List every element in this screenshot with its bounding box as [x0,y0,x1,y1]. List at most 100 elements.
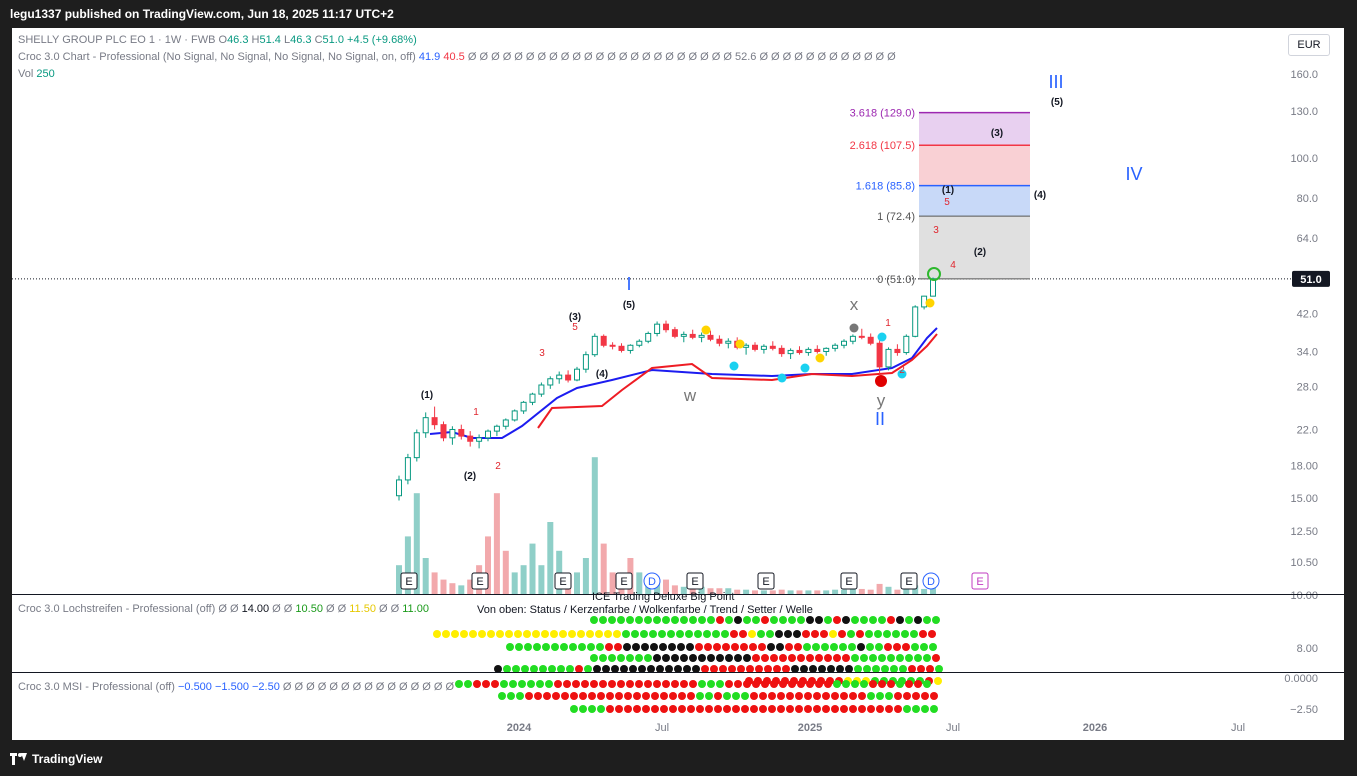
lochstreifen-dot [631,630,639,638]
lochstreifen-dot [829,630,837,638]
signal-dot [925,298,935,308]
wave-label-sub: (2) [974,247,986,258]
candle-body [467,435,474,442]
msi-dot [768,692,776,700]
symbol-name[interactable]: SHELLY GROUP PLC EO 1 · 1W · FWB [18,34,216,46]
lochstreifen-dot [878,654,886,662]
msi-dot [750,692,758,700]
lochstreifen-dot [914,654,922,662]
candle-body [654,323,661,334]
msi-dot [498,692,506,700]
lochstreifen-dot [910,630,918,638]
msi-dot [732,692,740,700]
lochstreifen-dot [542,643,550,651]
price-chart-svg[interactable]: 160.0 130.0 100.0 80.0 64.0 42.0 34.0 28.0 22.0 1… [12,28,1344,740]
volume-bar [707,588,714,594]
pane-separator[interactable] [12,594,1344,595]
low-value: 46.3 [290,34,312,46]
msi-dot [903,705,911,713]
price-tick-label: 28.0 [1297,381,1318,393]
lochstreifen-dot [833,654,841,662]
tradingview-logo[interactable]: TradingView [10,752,102,766]
lochstreifen-dot [712,630,720,638]
lochstreifen-dot [641,643,649,651]
candle-body [529,393,536,403]
signal-dot [735,339,745,349]
pane-separator[interactable] [12,672,1344,673]
earnings-marker-label: E [559,576,566,588]
msi-dot [669,692,677,700]
msi-dot [743,680,751,688]
msi-dot [590,680,598,688]
lochstreifen-dot [695,643,703,651]
lochstreifen-dot [551,643,559,651]
legend-volume-row: Vol 250 [18,68,55,80]
lochstreifen-dot [725,616,733,624]
lochstreifen-dot [433,630,441,638]
candle-body [876,342,883,368]
msi-dot [851,680,859,688]
msi-dot [860,680,868,688]
wave-label-sub: (1) [942,185,954,196]
lochstreifen-dot [770,616,778,624]
msi-dot [651,705,659,713]
lochstreifen-dot [613,630,621,638]
croc-indicator-label[interactable]: Croc 3.0 Chart - Professional (No Signal… [18,51,416,63]
msi-dot [705,705,713,713]
lochstreifen-dot [586,630,594,638]
msi-dot [624,692,632,700]
lochstreifen-dot [608,616,616,624]
msi-dot [644,680,652,688]
wave-label-minor: 4 [950,260,956,271]
msi-dot [806,680,814,688]
msi-dot [536,680,544,688]
candle-body [698,334,705,338]
lochstreifen-dot [929,643,937,651]
lochstreifen-dot [595,630,603,638]
msi-dot [482,680,490,688]
lochstreifen-dot [605,643,613,651]
msi-dot [714,692,722,700]
lochstreifen-dot [626,616,634,624]
msi-dot [885,705,893,713]
lochstreifen-dot [716,654,724,662]
lochstreifen-dot [890,665,898,673]
candle-body [769,345,776,349]
lochstreifen-dot [668,643,676,651]
msi-dot [662,680,670,688]
lochstreifen-dot [869,616,877,624]
lochstreifen-dot [914,616,922,624]
lochstreifen-dot [674,665,682,673]
msi-dot [669,705,677,713]
lochstreifen-dot [530,665,538,673]
msi-dot [777,705,785,713]
lochstreifen-dot [875,643,883,651]
candle-body [600,335,607,346]
lochstreifen-dot [874,630,882,638]
msi-dot [867,692,875,700]
msi-dot [554,680,562,688]
lochstreifen-dot [725,654,733,662]
volume-bar [458,585,465,594]
lochstreifen-dot [608,654,616,662]
candle-body [760,345,767,350]
candle-body [422,417,429,434]
lochstreifen-dot [626,654,634,662]
msi-dot [876,692,884,700]
msi-dot [678,692,686,700]
candle-body [725,340,732,344]
lochstreifen-dot [584,665,592,673]
volume-label[interactable]: Vol [18,68,34,80]
lochstreifen-dot [566,665,574,673]
volume-bar [867,589,874,594]
chart-area[interactable]: 160.0 130.0 100.0 80.0 64.0 42.0 34.0 28.0 22.0 1… [12,28,1344,740]
lochstreifen-dot [749,643,757,651]
currency-selector[interactable]: EUR [1288,34,1330,56]
msi-dot [617,680,625,688]
lochstreifen-dot [815,616,823,624]
lochstreifen-dot [761,616,769,624]
lochstreifen-dot [779,654,787,662]
msi-dot [858,705,866,713]
lochstreifen-dot [802,630,810,638]
lochstreifen-dot [638,665,646,673]
